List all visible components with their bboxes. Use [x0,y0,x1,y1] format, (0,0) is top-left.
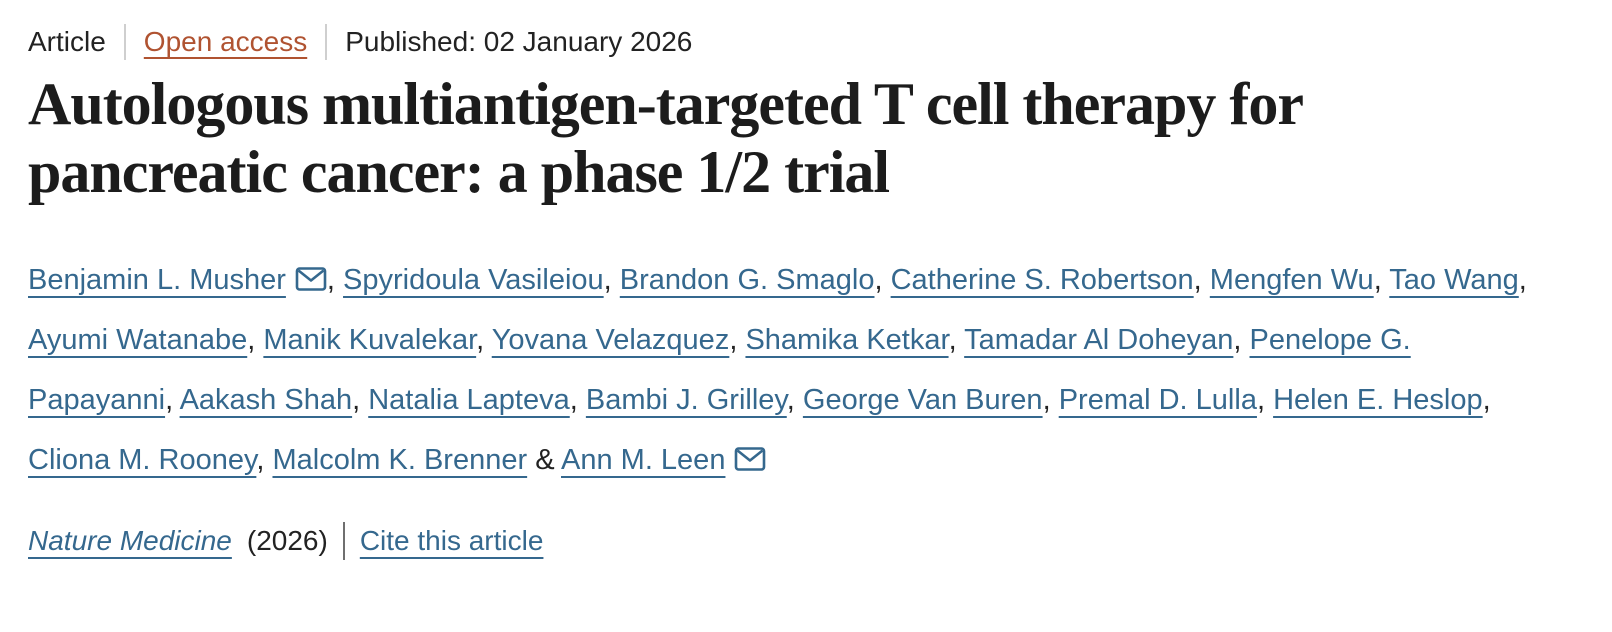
author-link[interactable]: Spyridoula Vasileiou [343,264,604,296]
author-ampersand: & [527,444,561,476]
author-link[interactable]: Benjamin L. Musher [28,264,286,296]
author-link[interactable]: Catherine S. Robertson [890,264,1194,296]
author-link[interactable]: Ann M. Leen [561,444,726,476]
published-date: Published: 02 January 2026 [345,26,693,57]
meta-divider [325,24,328,60]
author-link[interactable]: Tamadar Al Doheyan [964,324,1234,356]
author-comma: , [1482,384,1491,416]
email-icon[interactable] [295,266,327,292]
journal-line: Nature Medicine (2026) Cite this article [28,522,1584,560]
author-comma: , [1373,264,1390,296]
article-title: Autologous multiantigen-targeted T cell … [28,71,1303,205]
author-comma: , [1518,264,1527,296]
author-comma: , [569,384,586,416]
author-comma: , [729,324,746,356]
journal-divider [342,522,345,560]
article-header: Article Open access Published: 02 Januar… [28,24,1584,560]
author-comma: , [1256,384,1274,416]
author-link[interactable]: Yovana Velazquez [491,324,730,356]
author-comma: , [874,264,891,296]
author-comma: , [948,324,965,356]
author-link[interactable]: Natalia Lapteva [368,384,570,416]
cite-this-article-link[interactable]: Cite this article [359,525,544,556]
author-comma: , [256,444,273,476]
meta-divider [123,24,126,60]
open-access-link[interactable]: Open access [143,26,308,57]
article-meta: Article Open access Published: 02 Januar… [28,24,1584,60]
author-list: Benjamin L. Musher, Spyridoula Vasileiou… [28,250,1558,490]
author-link[interactable]: Cliona M. Rooney [28,444,257,476]
author-comma: , [1233,324,1250,356]
email-icon[interactable] [734,446,766,472]
author-link[interactable]: George Van Buren [802,384,1043,416]
author-comma: , [326,264,344,296]
author-link[interactable]: Premal D. Lulla [1058,384,1257,416]
article-type-label: Article [28,26,106,57]
author-link[interactable]: Manik Kuvalekar [263,324,477,356]
journal-year: (2026) [246,525,328,556]
author-link[interactable]: Bambi J. Grilley [585,384,787,416]
author-link[interactable]: Helen E. Heslop [1273,384,1483,416]
author-link[interactable]: Malcolm K. Brenner [272,444,528,476]
author-comma: , [352,384,369,416]
journal-link[interactable]: Nature Medicine [28,525,232,556]
author-link[interactable]: Aakash Shah [179,384,353,416]
author-comma: , [1193,264,1210,296]
author-comma: , [247,324,264,356]
author-link[interactable]: Mengfen Wu [1209,264,1374,296]
author-comma: , [1042,384,1059,416]
author-comma: , [603,264,620,296]
author-link[interactable]: Brandon G. Smaglo [619,264,875,296]
author-link[interactable]: Penelope G. Papayanni [28,324,1411,416]
author-comma: , [165,384,180,416]
author-comma: , [476,324,492,356]
author-comma: , [786,384,803,416]
author-link[interactable]: Tao Wang [1389,264,1519,296]
author-link[interactable]: Shamika Ketkar [745,324,949,356]
author-link[interactable]: Ayumi Watanabe [28,324,248,356]
